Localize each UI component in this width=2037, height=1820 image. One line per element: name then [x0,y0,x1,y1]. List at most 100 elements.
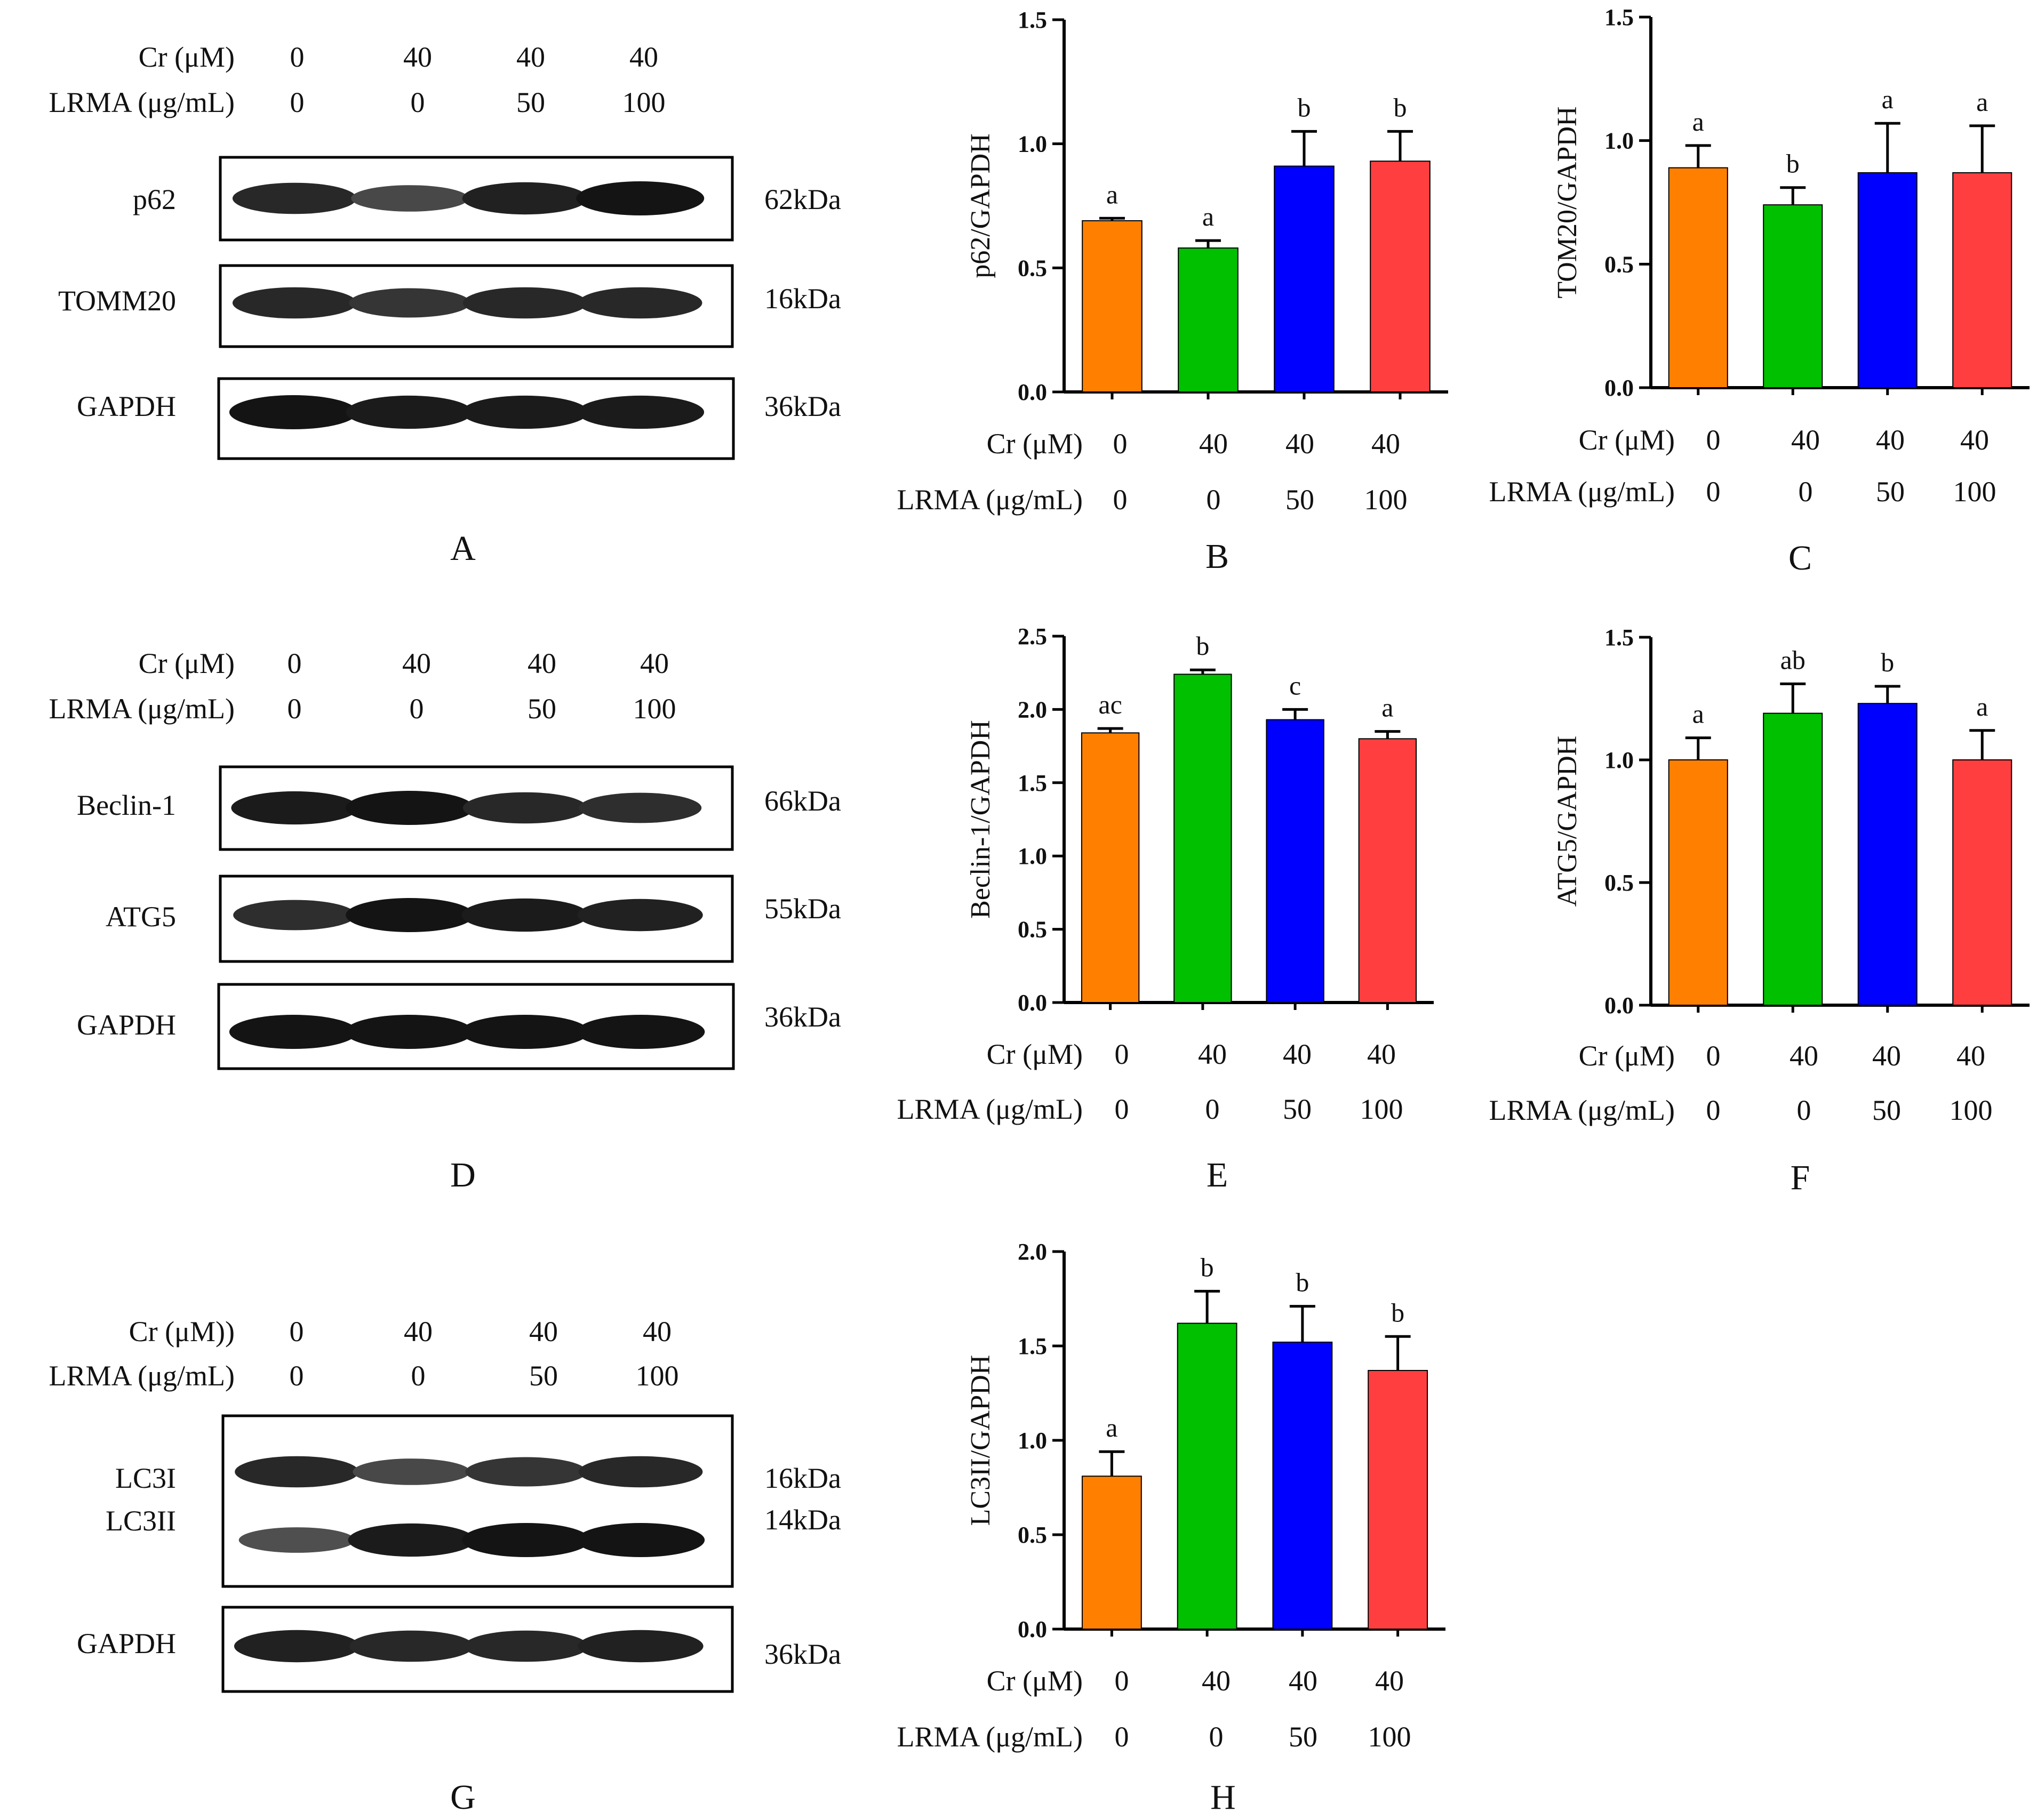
chart-cr-value: 40 [1367,1038,1396,1070]
chart-cr-value: 0 [1115,1038,1129,1070]
y-tick-label: 2.5 [1018,623,1047,650]
panel-label: A [450,529,476,568]
significance-letter: b [1786,149,1800,179]
y-tick-label: 0.5 [1018,255,1047,281]
chart-cr-value: 40 [1790,1040,1818,1072]
panel-label: C [1788,539,1812,578]
bar [1952,759,2012,1006]
blot-cr-value: 0 [287,647,302,679]
significance-letter: a [1381,693,1393,723]
panel-label: F [1791,1158,1810,1197]
chart-panel-f: 0.0 0.5 1.0 1.5 ATG5/GAPDH a ab b a Cr (μM) LRMA (… [1489,624,2030,1197]
y-tick-label: 0.0 [1604,375,1634,401]
y-tick-label: 2.0 [1018,696,1047,723]
chart-lrma-value: 0 [1205,1093,1220,1125]
blot-band [461,1015,589,1049]
bar [1081,732,1140,1004]
blot-panel-g: Cr (μM)) LRMA (μg/mL) 0 0 40 0 40 50 40 100 LC3I LC… [49,1316,841,1817]
blot-cr-label: Cr (μM)) [129,1316,235,1348]
blot-box [221,1414,734,1588]
y-tick-label: 1.0 [1018,843,1047,869]
significance-letter: b [1201,1252,1214,1282]
blot-band [578,287,702,319]
chart-lrma-value: 100 [1950,1094,1993,1126]
chart-lrma-value: 50 [1876,476,1905,508]
chart-cr-value: 40 [1876,424,1905,456]
protein-label: p62 [133,183,176,215]
y-tick-label: 1.5 [1604,4,1634,30]
y-tick-label: 0.5 [1018,1522,1047,1548]
significance-letter: a [1106,179,1118,209]
y-axis-label: Beclin-1/GAPDH [965,720,996,919]
chart-cr-value: 40 [1791,424,1820,456]
significance-letter: a [1692,699,1704,729]
blot-band [346,791,474,825]
bar [1668,167,1728,388]
protein-label: GAPDH [77,1009,176,1041]
blot-band [232,287,357,319]
bar [1178,247,1239,392]
significance-letter: b [1296,1268,1309,1297]
panel-label: D [450,1156,476,1194]
blot-band [577,1015,705,1049]
chart-cr-value: 40 [1199,428,1228,460]
blot-lrma-value: 50 [529,1360,558,1392]
significance-letter: a [1106,1413,1117,1442]
bar [1763,204,1823,388]
blot-band [462,182,588,215]
chart-cr-label: Cr (μM) [987,1665,1083,1697]
chart-cr-value: 40 [1202,1665,1231,1697]
chart-cr-value: 0 [1115,1665,1129,1697]
blot-band [461,395,588,429]
blot-cr-value: 40 [403,41,432,73]
blot-lrma-value: 0 [410,693,424,725]
kda-label: 16kDa [764,283,841,315]
blot-band [235,1456,359,1488]
chart-panel-c: 0.0 0.5 1.0 1.5 TOM20/GAPDH a b a a Cr (μM) LRMA (… [1489,4,2030,578]
kda-label: 36kDa [764,1638,841,1670]
blot-band [345,1015,474,1049]
blot-lrma-value: 0 [411,1360,426,1392]
chart-lrma-value: 100 [1368,1721,1411,1753]
chart-lrma-value: 0 [1207,484,1221,516]
chart-panel-h: 0.0 0.5 1.0 1.5 2.0 LC3II/GAPDH a b b b Cr (μM) LRM… [897,1239,1445,1817]
bar [1266,719,1324,1003]
chart-lrma-value: 100 [1953,476,1996,508]
bar [1272,1341,1333,1630]
chart-lrma-label: LRMA (μg/mL) [897,1721,1083,1753]
bar [1763,712,1823,1006]
chart-cr-label: Cr (μM) [1579,424,1675,456]
significance-letter: a [1976,692,1988,721]
y-axis-label: TOM20/GAPDH [1552,106,1583,298]
chart-lrma-label: LRMA (μg/mL) [1489,476,1675,508]
kda-label: 55kDa [764,893,841,925]
blot-band [462,1523,590,1557]
chart-lrma-value: 50 [1283,1093,1312,1125]
bar [1368,1370,1428,1630]
y-tick-label: 1.0 [1018,131,1047,157]
chart-lrma-label: LRMA (μg/mL) [897,484,1083,516]
protein-label: GAPDH [77,390,176,422]
bar [1857,703,1918,1006]
blot-band [577,899,703,932]
significance-letter: c [1289,670,1301,700]
blot-band [579,792,702,823]
bar [1668,759,1728,1006]
chart-cr-value: 40 [1956,1040,1985,1072]
blot-band [349,1630,474,1662]
y-tick-label: 1.5 [1604,624,1634,651]
chart-lrma-value: 0 [1706,476,1721,508]
bar [1857,172,1918,388]
chart-lrma-value: 50 [1285,484,1314,516]
chart-cr-value: 40 [1960,424,1989,456]
blot-band [234,1630,360,1663]
significance-letter: ab [1780,645,1806,675]
bar [1081,1476,1142,1630]
y-axis-label: p62/GAPDH [965,133,996,278]
y-tick-label: 0.0 [1018,379,1047,405]
chart-lrma-value: 0 [1209,1721,1224,1753]
blot-band [232,182,357,214]
blot-cr-value: 40 [643,1316,672,1348]
blot-cr-label: Cr (μM) [139,41,235,73]
chart-cr-label: Cr (μM) [987,428,1083,460]
